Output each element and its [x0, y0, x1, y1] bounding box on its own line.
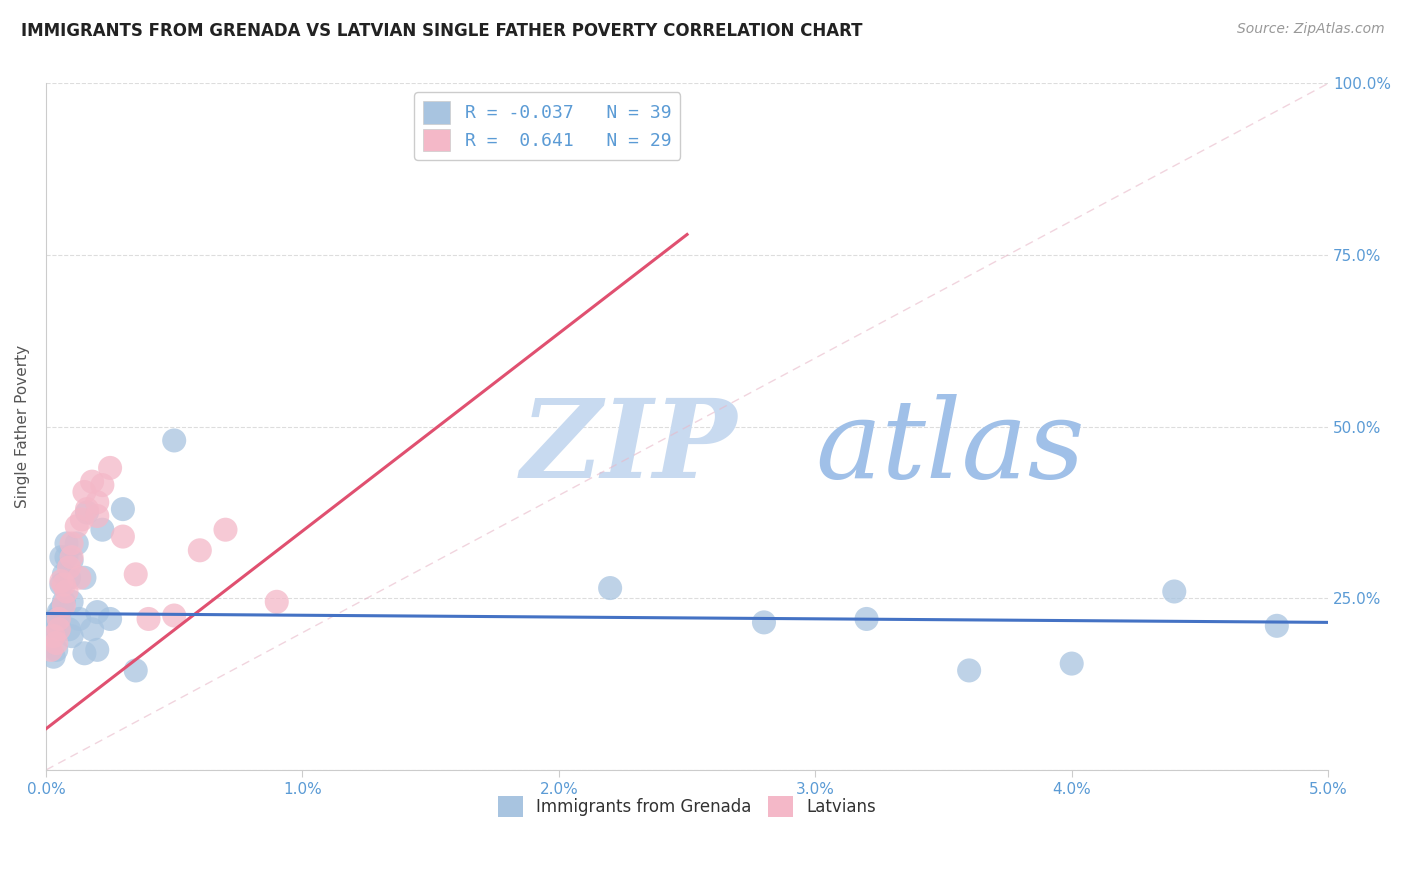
Point	[60, 629, 83, 643]
Point	[163, 434, 186, 448]
Point	[45, 636, 67, 650]
Point	[52, 577, 75, 591]
Point	[125, 567, 148, 582]
Point	[73, 485, 96, 500]
Point	[67, 571, 90, 585]
Y-axis label: Single Father Poverty: Single Father Poverty	[15, 345, 30, 508]
Text: atlas: atlas	[815, 393, 1085, 501]
Point	[86, 643, 108, 657]
Point	[82, 475, 104, 489]
Point	[60, 595, 83, 609]
Point	[98, 612, 121, 626]
Point	[86, 508, 108, 523]
Point	[1265, 619, 1288, 633]
Point	[55, 584, 77, 599]
Point	[1060, 657, 1083, 671]
Point	[1163, 584, 1185, 599]
Point	[42, 649, 65, 664]
Point	[45, 612, 67, 626]
Point	[52, 567, 75, 582]
Point	[42, 619, 65, 633]
Point	[52, 595, 75, 609]
Point	[752, 615, 775, 630]
Point	[138, 612, 160, 626]
Text: Source: ZipAtlas.com: Source: ZipAtlas.com	[1237, 22, 1385, 37]
Legend: Immigrants from Grenada, Latvians: Immigrants from Grenada, Latvians	[491, 789, 883, 823]
Point	[45, 643, 67, 657]
Point	[39, 632, 62, 647]
Text: ZIP: ZIP	[520, 393, 737, 501]
Point	[60, 553, 83, 567]
Point	[51, 577, 73, 591]
Point	[91, 478, 114, 492]
Point	[60, 550, 83, 565]
Point	[51, 601, 73, 615]
Point	[125, 664, 148, 678]
Text: IMMIGRANTS FROM GRENADA VS LATVIAN SINGLE FATHER POVERTY CORRELATION CHART: IMMIGRANTS FROM GRENADA VS LATVIAN SINGL…	[21, 22, 863, 40]
Point	[60, 536, 83, 550]
Point	[111, 530, 134, 544]
Point	[39, 643, 62, 657]
Point	[58, 622, 80, 636]
Point	[52, 599, 75, 613]
Point	[70, 512, 93, 526]
Point	[86, 605, 108, 619]
Point	[98, 461, 121, 475]
Point	[48, 612, 70, 626]
Point	[55, 536, 77, 550]
Point	[42, 629, 65, 643]
Point	[76, 502, 98, 516]
Point	[76, 506, 98, 520]
Point	[266, 595, 288, 609]
Point	[188, 543, 211, 558]
Point	[51, 550, 73, 565]
Point	[214, 523, 236, 537]
Point	[51, 574, 73, 589]
Point	[55, 550, 77, 565]
Point	[82, 622, 104, 636]
Point	[48, 605, 70, 619]
Point	[163, 608, 186, 623]
Point	[48, 619, 70, 633]
Point	[91, 523, 114, 537]
Point	[111, 502, 134, 516]
Point	[599, 581, 621, 595]
Point	[66, 536, 89, 550]
Point	[957, 664, 980, 678]
Point	[67, 612, 90, 626]
Point	[48, 622, 70, 636]
Point	[73, 646, 96, 660]
Point	[86, 495, 108, 509]
Point	[66, 519, 89, 533]
Point	[58, 571, 80, 585]
Point	[58, 560, 80, 574]
Point	[73, 571, 96, 585]
Point	[855, 612, 877, 626]
